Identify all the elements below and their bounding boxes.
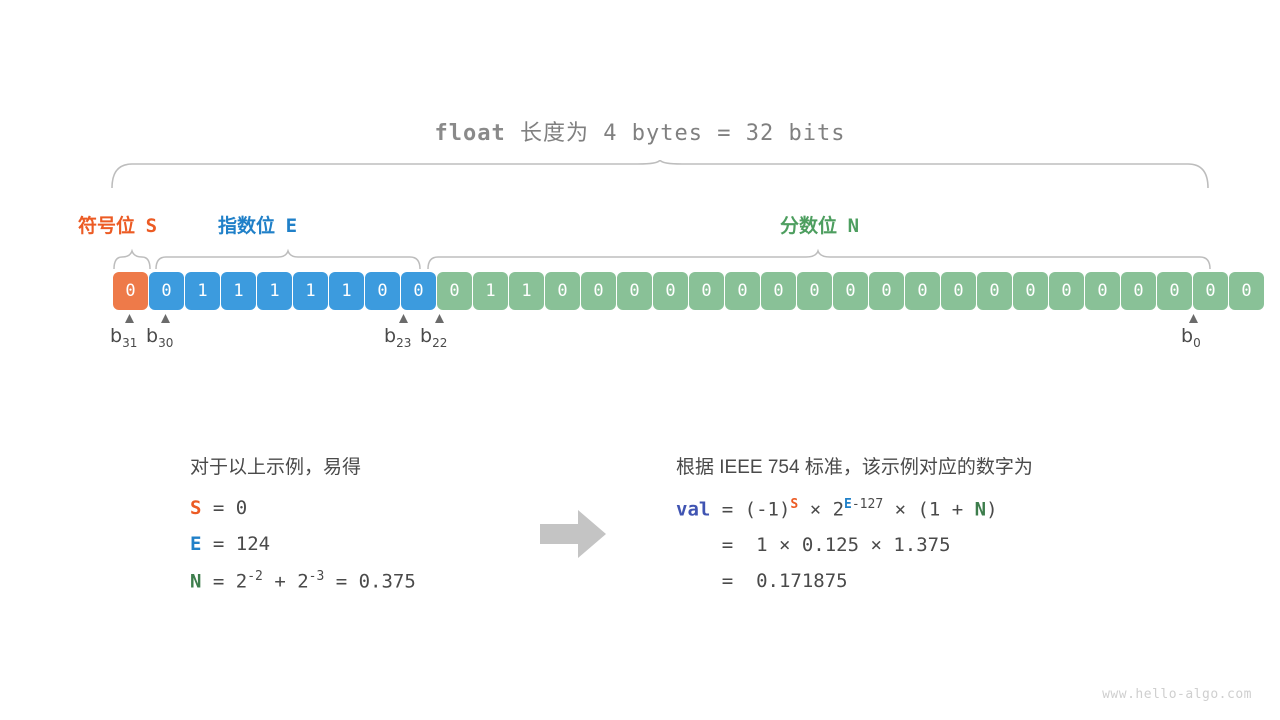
formula-line-1: val = (-1)S × 2E-127 × (1 + N) — [676, 497, 1033, 520]
bit-b30: 0 — [149, 272, 184, 310]
left-row-s-expr: = 0 — [201, 497, 248, 519]
right-explanation-block: 根据 IEEE 754 标准，该示例对应的数字为 val = (-1)S × 2… — [676, 452, 1033, 606]
bit-b26: 1 — [293, 272, 328, 310]
bit-b17: 0 — [617, 272, 652, 310]
right-heading: 根据 IEEE 754 标准，该示例对应的数字为 — [676, 457, 1033, 478]
formula-line-2: = 1 × 0.125 × 1.375 — [676, 534, 951, 557]
left-row-n-sup2: -3 — [308, 569, 325, 584]
bit-b18: 0 — [581, 272, 616, 310]
bit-index-b23-base: b — [384, 325, 397, 347]
bit-b1: 0 — [1193, 272, 1228, 310]
section-label-exponent: 指数位 E — [218, 211, 297, 238]
bit-index-b31-base: b — [110, 325, 123, 347]
left-heading: 对于以上示例，易得 — [190, 457, 362, 478]
tick-arrow-b30-icon — [161, 314, 170, 323]
formula-part4: ) — [986, 498, 998, 521]
left-row-e-symbol: E — [190, 533, 202, 555]
bit-b11: 0 — [833, 272, 868, 310]
section-label-fraction: 分数位 N — [780, 211, 859, 238]
formula-sup-s: S — [790, 497, 799, 512]
bit-b3: 0 — [1121, 272, 1156, 310]
section-label-sign-text: 符号位 — [78, 216, 136, 237]
bit-index-b30-base: b — [146, 325, 159, 347]
section-label-exponent-text: 指数位 — [218, 216, 276, 237]
tick-arrow-b23-icon — [399, 314, 408, 323]
overall-brace — [111, 160, 1209, 189]
bit-index-b22-base: b — [420, 325, 433, 347]
title-keyword: float — [434, 121, 506, 146]
bit-b12: 0 — [797, 272, 832, 310]
left-row-n: N = 2-2 + 2-3 = 0.375 — [190, 569, 416, 592]
section-symbol-s: S — [145, 215, 158, 237]
bit-b28: 1 — [221, 272, 256, 310]
left-row-e: E = 124 — [190, 533, 416, 555]
bit-b6: 0 — [1013, 272, 1048, 310]
formula-part2: × 2 — [798, 498, 845, 521]
bit-b23: 0 — [401, 272, 436, 310]
bit-b16: 0 — [653, 272, 688, 310]
bit-b19: 0 — [545, 272, 580, 310]
bit-index-b0: b0 — [1181, 325, 1201, 350]
tick-arrow-b0-icon — [1189, 314, 1198, 323]
bit-index-b0-base: b — [1181, 325, 1194, 347]
bit-b15: 0 — [689, 272, 724, 310]
bit-b5: 0 — [1049, 272, 1084, 310]
left-row-e-expr: = 124 — [201, 533, 271, 555]
left-row-s-symbol: S — [190, 497, 202, 519]
section-label-sign: 符号位 S — [78, 211, 157, 238]
bit-index-b22: b22 — [420, 325, 447, 350]
formula-sup-e-offset: -127 — [851, 497, 884, 512]
left-row-n-sup1: -2 — [247, 569, 263, 584]
formula-line-3: = 0.171875 — [676, 570, 848, 593]
bit-b10: 0 — [869, 272, 904, 310]
bit-b20: 1 — [509, 272, 544, 310]
formula-sym-n: N — [974, 498, 987, 521]
bit-b27: 1 — [257, 272, 292, 310]
left-row-n-mid: + 2 — [262, 570, 309, 593]
bit-index-b30: b30 — [146, 325, 173, 350]
section-braces — [113, 248, 1211, 270]
bit-b13: 0 — [761, 272, 796, 310]
left-explanation-block: 对于以上示例，易得 S = 0 E = 124 N = 2-2 + 2-3 = … — [190, 452, 416, 606]
bit-b29: 1 — [185, 272, 220, 310]
bit-b0: 0 — [1229, 272, 1264, 310]
tick-arrow-b31-icon — [125, 314, 134, 323]
right-arrow-icon — [540, 510, 606, 558]
left-row-s: S = 0 — [190, 497, 416, 519]
section-label-fraction-text: 分数位 — [780, 216, 838, 237]
bit-b31: 0 — [113, 272, 148, 310]
formula-part3: × (1 + — [883, 498, 975, 521]
bit-b21: 1 — [473, 272, 508, 310]
bit-b7: 0 — [977, 272, 1012, 310]
section-symbol-n: N — [847, 215, 860, 237]
formula-val-name: val — [676, 498, 711, 521]
title-rest: 长度为 4 bytes = 32 bits — [505, 121, 846, 146]
bit-b9: 0 — [905, 272, 940, 310]
section-symbol-e: E — [285, 215, 298, 237]
bit-b8: 0 — [941, 272, 976, 310]
left-row-n-prefix: = 2 — [201, 570, 248, 593]
left-row-n-symbol: N — [190, 570, 202, 593]
bit-index-b23-sub: 23 — [396, 335, 412, 350]
bit-b4: 0 — [1085, 272, 1120, 310]
bit-row: 0 0 1 1 1 1 1 0 0 0 1 1 0 0 0 0 0 0 0 0 … — [113, 272, 1264, 310]
formula-part1: (-1) — [744, 498, 791, 521]
bit-index-b23: b23 — [384, 325, 411, 350]
watermark: www.hello-algo.com — [1102, 687, 1252, 702]
bit-index-b31-sub: 31 — [122, 335, 138, 350]
formula-sup-e: E — [844, 497, 852, 512]
bit-b24: 0 — [365, 272, 400, 310]
bit-b25: 1 — [329, 272, 364, 310]
bit-b2: 0 — [1157, 272, 1192, 310]
formula-eq-sign: = — [710, 498, 745, 521]
bit-index-b22-sub: 22 — [432, 335, 448, 350]
bit-index-b0-sub: 0 — [1193, 335, 1201, 350]
bit-b22: 0 — [437, 272, 472, 310]
page-title: float 长度为 4 bytes = 32 bits — [0, 115, 1280, 147]
left-row-n-tail: = 0.375 — [324, 570, 416, 593]
bit-index-b30-sub: 30 — [158, 335, 174, 350]
bit-b14: 0 — [725, 272, 760, 310]
bit-index-b31: b31 — [110, 325, 137, 350]
tick-arrow-b22-icon — [435, 314, 444, 323]
